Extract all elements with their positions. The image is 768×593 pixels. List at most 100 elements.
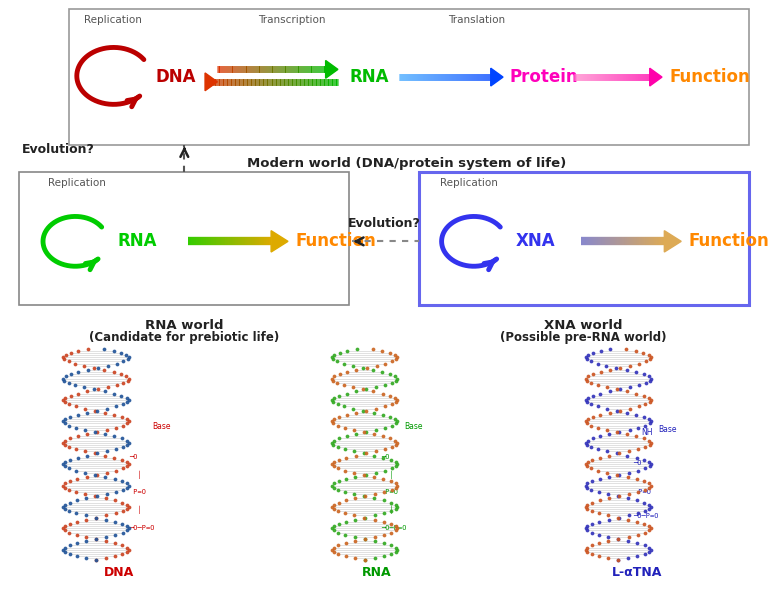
Point bbox=[391, 395, 403, 404]
Point bbox=[110, 401, 122, 411]
Point bbox=[601, 361, 613, 371]
Point bbox=[644, 438, 657, 448]
Point bbox=[81, 387, 94, 396]
Point bbox=[91, 470, 103, 480]
Point bbox=[644, 545, 657, 554]
Point bbox=[639, 528, 651, 537]
Point bbox=[581, 415, 594, 424]
Point bbox=[581, 521, 594, 531]
Text: Protein: Protein bbox=[509, 68, 578, 86]
Point bbox=[369, 532, 381, 541]
Point bbox=[623, 468, 635, 477]
Point bbox=[59, 415, 71, 424]
Point bbox=[58, 397, 71, 407]
Bar bbox=[419, 172, 749, 305]
Point bbox=[332, 464, 344, 473]
Point bbox=[339, 538, 352, 548]
Point bbox=[79, 447, 91, 456]
Point bbox=[644, 352, 657, 362]
Point bbox=[643, 415, 655, 424]
Point bbox=[644, 481, 657, 490]
Point bbox=[327, 376, 339, 385]
Point bbox=[644, 374, 657, 383]
Point bbox=[70, 444, 82, 454]
Point bbox=[101, 489, 113, 499]
Point bbox=[621, 344, 633, 353]
Point bbox=[116, 498, 128, 508]
Point bbox=[391, 545, 403, 554]
Point bbox=[63, 528, 75, 537]
Text: DNA: DNA bbox=[156, 68, 197, 86]
Point bbox=[643, 457, 655, 467]
Point bbox=[644, 417, 657, 426]
Point bbox=[603, 451, 615, 460]
Point bbox=[638, 549, 650, 559]
Point bbox=[644, 525, 656, 535]
Point bbox=[389, 521, 402, 531]
Point bbox=[614, 406, 626, 415]
Point bbox=[611, 384, 623, 394]
Point bbox=[70, 487, 82, 497]
Text: Function: Function bbox=[670, 68, 750, 86]
Point bbox=[339, 551, 352, 561]
Point bbox=[368, 451, 380, 460]
Point bbox=[65, 348, 77, 358]
Point bbox=[581, 397, 593, 407]
Bar bbox=[69, 9, 749, 145]
Point bbox=[633, 380, 645, 390]
Point bbox=[360, 363, 372, 372]
Point bbox=[108, 496, 121, 505]
Point bbox=[328, 457, 340, 467]
Point bbox=[328, 547, 340, 557]
Point bbox=[386, 485, 398, 495]
Point bbox=[631, 530, 644, 540]
Point bbox=[611, 449, 624, 458]
Point bbox=[390, 525, 402, 535]
Point bbox=[340, 432, 353, 441]
Point bbox=[117, 442, 129, 452]
Point bbox=[639, 400, 651, 409]
Point bbox=[613, 449, 625, 458]
Point bbox=[339, 509, 352, 518]
Point bbox=[99, 472, 111, 482]
Point bbox=[326, 438, 339, 448]
Point bbox=[71, 453, 84, 463]
Point bbox=[384, 391, 396, 400]
Text: (Possible pre-RNA world): (Possible pre-RNA world) bbox=[501, 331, 667, 344]
Point bbox=[101, 447, 113, 456]
Point bbox=[101, 425, 114, 435]
Point bbox=[621, 493, 634, 503]
Point bbox=[391, 481, 403, 490]
Point bbox=[332, 506, 344, 516]
Point bbox=[89, 513, 101, 522]
Point bbox=[630, 346, 642, 355]
Point bbox=[358, 449, 370, 458]
Point bbox=[59, 521, 71, 531]
Point bbox=[386, 357, 399, 366]
Point bbox=[326, 395, 339, 404]
Point bbox=[64, 455, 76, 464]
Text: P=O: P=O bbox=[129, 489, 146, 495]
Point bbox=[586, 498, 598, 508]
Point bbox=[122, 460, 134, 469]
Point bbox=[593, 530, 605, 540]
Point bbox=[622, 532, 634, 541]
Point bbox=[347, 382, 359, 392]
Point bbox=[348, 447, 360, 456]
Point bbox=[644, 395, 657, 404]
Point bbox=[638, 455, 650, 464]
Point bbox=[644, 461, 656, 471]
Point bbox=[70, 466, 82, 475]
Point bbox=[643, 372, 655, 381]
Point bbox=[72, 389, 84, 398]
Point bbox=[384, 412, 396, 422]
Point bbox=[637, 391, 650, 400]
Point bbox=[624, 382, 636, 392]
Point bbox=[333, 498, 345, 508]
Point bbox=[65, 433, 77, 443]
Point bbox=[630, 410, 642, 420]
Point bbox=[349, 493, 362, 503]
Point bbox=[91, 428, 104, 437]
Point bbox=[122, 438, 134, 448]
Point bbox=[121, 440, 134, 449]
